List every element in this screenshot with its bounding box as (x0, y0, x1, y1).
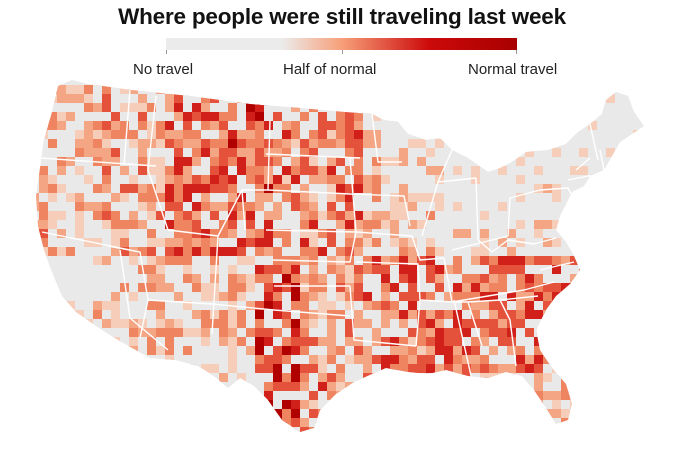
map-title: Where people were still traveling last w… (118, 4, 566, 29)
state-borders (39, 89, 605, 381)
county-fills (36, 80, 644, 432)
legend-tick-mid (342, 50, 343, 54)
legend-label-half-normal: Half of normal (283, 61, 377, 78)
legend-tick-min (166, 50, 167, 54)
legend-label-normal-travel: Normal travel (468, 61, 558, 78)
legend-label-no-travel: No travel (133, 61, 194, 78)
legend-color-scale (166, 38, 517, 50)
legend-tick-max (516, 50, 517, 54)
